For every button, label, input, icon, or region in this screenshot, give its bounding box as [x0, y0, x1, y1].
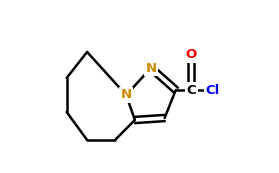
Text: C: C — [186, 84, 196, 97]
Text: N: N — [145, 61, 157, 75]
Text: Cl: Cl — [206, 84, 220, 97]
Text: O: O — [186, 48, 197, 61]
Text: N: N — [121, 89, 132, 102]
